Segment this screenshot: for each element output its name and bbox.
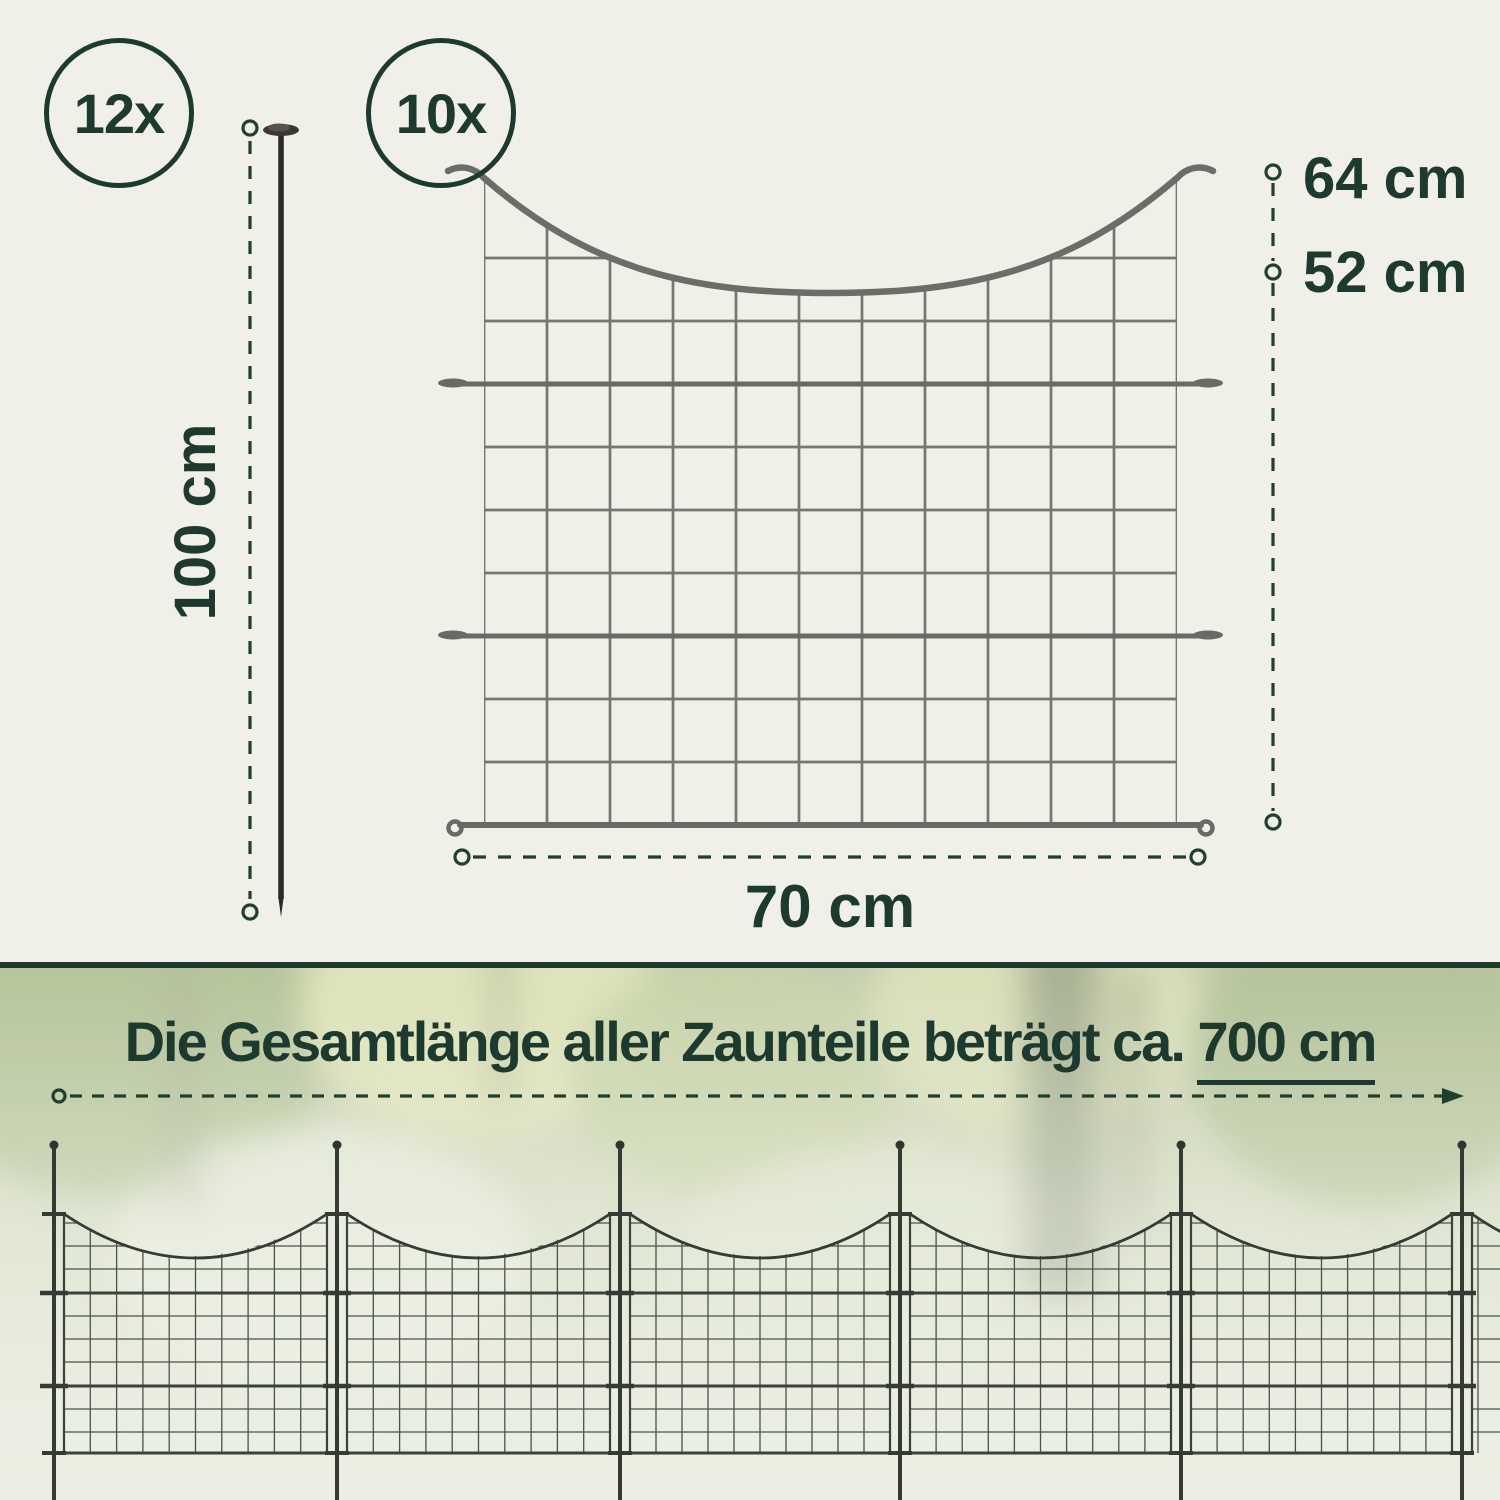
- fence-panel-icon: [438, 164, 1223, 837]
- stake-count-badge: 12x: [44, 38, 194, 188]
- total-length-heading-text: Die Gesamtlänge aller Zaunteile beträgt …: [124, 1010, 1198, 1073]
- fence-row-panels: [56, 1212, 1500, 1455]
- panel-width-label: 70 cm: [744, 873, 916, 940]
- total-length-heading: Die Gesamtlänge aller Zaunteile beträgt …: [0, 1010, 1500, 1085]
- panel-width-measure-line: [453, 848, 1207, 866]
- spec-diagram-art: [241, 119, 1282, 921]
- total-length-value: 700 cm: [1197, 1010, 1377, 1085]
- fence-row-illustration: [40, 1140, 1500, 1500]
- panel-count-badge: 10x: [366, 38, 516, 188]
- stake-height-measure-line: [241, 119, 259, 921]
- spec-diagram-section: 12x 10x 100 cm 64 cm 52 cm 70 cm: [44, 38, 1468, 940]
- panel-height-52-label: 52 cm: [1303, 240, 1468, 305]
- panel-height-64-label: 64 cm: [1303, 146, 1468, 211]
- garden-photo-background: [0, 968, 1500, 1500]
- installation-photo-section: Die Gesamtlänge aller Zaunteile beträgt …: [0, 962, 1500, 1500]
- total-length-arrow: [51, 1088, 1464, 1104]
- stake-height-label: 100 cm: [162, 423, 228, 621]
- ground-stake-icon: [263, 123, 299, 917]
- fence-row-posts: [40, 1140, 1476, 1500]
- panel-height-measure-line: [1264, 163, 1282, 831]
